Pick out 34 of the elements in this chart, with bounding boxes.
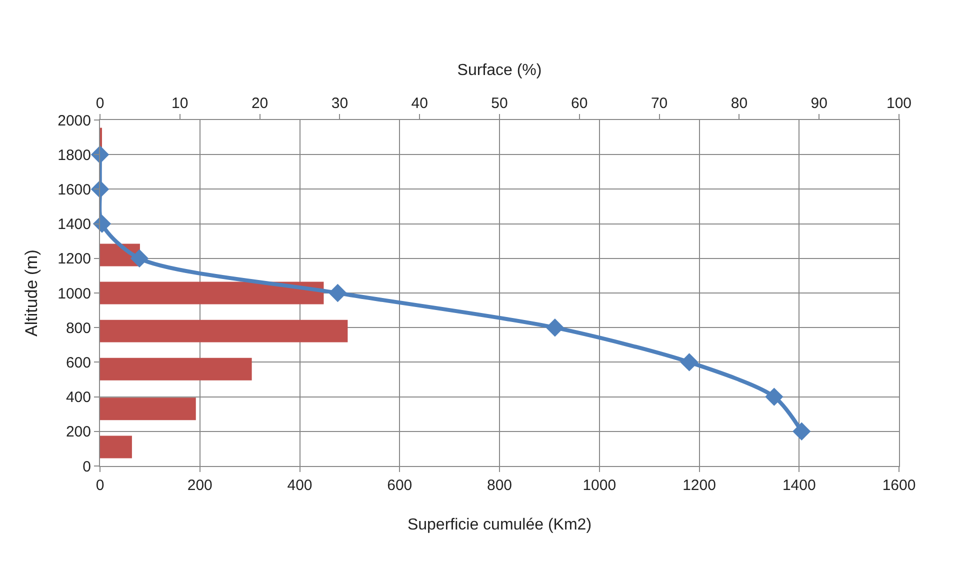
x-tick-label: 1200 [682, 477, 716, 494]
y-axis-title: Altitude (m) [22, 250, 42, 336]
y-tick-label: 0 [82, 458, 91, 476]
y-tick-label: 400 [66, 389, 91, 406]
y-tick-label: 600 [66, 354, 91, 372]
x-tick-label: 1600 [882, 477, 916, 494]
x-axis-title: Superficie cumulée (Km2) [407, 516, 592, 534]
x2-tick-label: 90 [810, 95, 828, 112]
x-tick-label: 1000 [582, 477, 616, 494]
x2-tick-label: 100 [886, 95, 912, 112]
x2-tick-label: 60 [571, 95, 588, 112]
y-tick-label: 1000 [58, 285, 91, 302]
x2-axis-title: Surface (%) [457, 62, 542, 79]
x2-tick-label: 50 [491, 95, 508, 112]
y-tick-label: 1800 [58, 146, 91, 164]
x2-tick-label: 0 [96, 95, 104, 112]
x2-tick-label: 40 [411, 95, 428, 112]
y-tick-label: 1200 [58, 250, 91, 268]
x-tick-label: 800 [486, 477, 512, 494]
x-tick-label: 400 [287, 477, 312, 494]
y-tick-label: 200 [66, 424, 91, 441]
y-tick-label: 2000 [58, 112, 91, 130]
x2-tick-label: 10 [172, 95, 188, 112]
x-tick-label: 600 [387, 477, 412, 494]
y-tick-label: 1400 [58, 216, 91, 234]
x-tick-label: 200 [187, 477, 212, 494]
x2-tick-label: 30 [331, 95, 348, 112]
x-tick-label: 1400 [782, 477, 816, 494]
x2-tick-label: 70 [650, 95, 668, 112]
x-tick-label: 0 [96, 477, 104, 494]
x2-tick-label: 20 [251, 95, 268, 112]
y-tick-label: 1600 [58, 181, 91, 198]
y-tick-label: 800 [66, 320, 91, 337]
x2-tick-label: 80 [730, 95, 748, 112]
